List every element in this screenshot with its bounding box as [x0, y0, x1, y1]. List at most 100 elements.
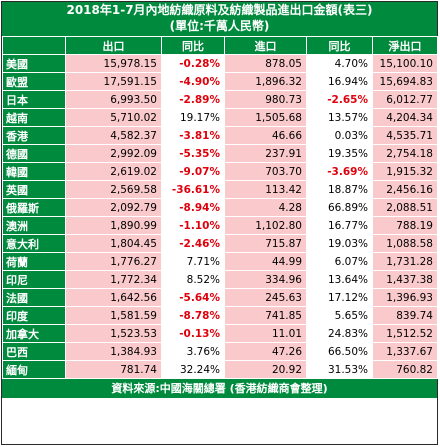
table-row: 荷蘭 1,776.27 7.71% 44.99 6.07% 1,731.28 — [2, 252, 438, 271]
country-label: 韓國 — [2, 162, 66, 181]
net-export-cell: 2,754.18 — [372, 144, 438, 163]
export-yoy-cell: 7.71% — [161, 252, 225, 271]
country-label: 英國 — [2, 180, 66, 199]
header-import-yoy: 同比 — [306, 36, 373, 55]
export-cell: 2,569.58 — [65, 180, 162, 199]
table-row: 德國 2,992.09 -5.35% 237.91 19.35% 2,754.18 — [2, 144, 438, 163]
import-yoy-cell: 24.83% — [306, 324, 373, 343]
import-cell: 1,505.68 — [224, 108, 307, 127]
export-cell: 1,384.93 — [65, 342, 162, 361]
export-cell: 781.74 — [65, 360, 162, 379]
table-row: 日本 6,993.50 -2.89% 980.73 -2.65% 6,012.77 — [2, 90, 438, 109]
export-yoy-cell: -5.35% — [161, 144, 225, 163]
import-cell: 741.85 — [224, 306, 307, 325]
import-yoy-cell: 0.03% — [306, 126, 373, 145]
import-yoy-cell: 66.50% — [306, 342, 373, 361]
import-cell: 44.99 — [224, 252, 307, 271]
import-yoy-cell: 6.07% — [306, 252, 373, 271]
import-cell: 878.05 — [224, 54, 307, 73]
export-cell: 2,992.09 — [65, 144, 162, 163]
import-yoy-cell: 66.89% — [306, 198, 373, 217]
table-title: 2018年1-7月內地紡織原料及紡織製品進出口金額(表三) — [2, 2, 437, 19]
country-label: 荷蘭 — [2, 252, 66, 271]
import-yoy-cell: -3.69% — [306, 162, 373, 181]
table-row: 韓國 2,619.02 -9.07% 703.70 -3.69% 1,915.32 — [2, 162, 438, 181]
country-label: 巴西 — [2, 342, 66, 361]
net-export-cell: 2,456.16 — [372, 180, 438, 199]
import-cell: 1,102.80 — [224, 216, 307, 235]
import-cell: 46.66 — [224, 126, 307, 145]
table-row: 歐盟 17,591.15 -4.90% 1,896.32 16.94% 15,694.83 — [2, 72, 438, 91]
country-label: 法國 — [2, 288, 66, 307]
header-export: 出口 — [65, 36, 162, 55]
net-export-cell: 1,088.58 — [372, 234, 438, 253]
net-export-cell: 1,437.38 — [372, 270, 438, 289]
table-row: 緬甸 781.74 32.24% 20.92 31.53% 760.82 — [2, 360, 438, 379]
export-cell: 2,092.79 — [65, 198, 162, 217]
net-export-cell: 1,915.32 — [372, 162, 438, 181]
export-cell: 2,619.02 — [65, 162, 162, 181]
table-row: 印度 1,581.59 -8.78% 741.85 5.65% 839.74 — [2, 306, 438, 325]
import-cell: 1,896.32 — [224, 72, 307, 91]
net-export-cell: 15,694.83 — [372, 72, 438, 91]
import-yoy-cell: 31.53% — [306, 360, 373, 379]
country-label: 印度 — [2, 306, 66, 325]
table-subtitle: (單位:千萬人民幣) — [2, 19, 437, 36]
import-cell: 703.70 — [224, 162, 307, 181]
export-cell: 17,591.15 — [65, 72, 162, 91]
export-yoy-cell: -1.10% — [161, 216, 225, 235]
export-yoy-cell: -2.89% — [161, 90, 225, 109]
table-row: 俄羅斯 2,092.79 -8.94% 4.28 66.89% 2,088.51 — [2, 198, 438, 217]
import-yoy-cell: 5.65% — [306, 306, 373, 325]
table-row: 印尼 1,772.34 8.52% 334.96 13.64% 1,437.38 — [2, 270, 438, 289]
import-yoy-cell: 13.57% — [306, 108, 373, 127]
export-yoy-cell: -0.13% — [161, 324, 225, 343]
export-yoy-cell: -8.94% — [161, 198, 225, 217]
table-row: 澳洲 1,890.99 -1.10% 1,102.80 16.77% 788.19 — [2, 216, 438, 235]
import-cell: 11.01 — [224, 324, 307, 343]
export-cell: 1,804.45 — [65, 234, 162, 253]
export-yoy-cell: -36.61% — [161, 180, 225, 199]
export-yoy-cell: 3.76% — [161, 342, 225, 361]
import-yoy-cell: 16.94% — [306, 72, 373, 91]
country-label: 德國 — [2, 144, 66, 163]
country-label: 緬甸 — [2, 360, 66, 379]
header-export-yoy: 同比 — [161, 36, 225, 55]
country-label: 美國 — [2, 54, 66, 73]
export-cell: 1,890.99 — [65, 216, 162, 235]
net-export-cell: 788.19 — [372, 216, 438, 235]
header-import: 進口 — [224, 36, 307, 55]
export-cell: 1,772.34 — [65, 270, 162, 289]
export-cell: 1,642.56 — [65, 288, 162, 307]
export-cell: 6,993.50 — [65, 90, 162, 109]
import-cell: 334.96 — [224, 270, 307, 289]
country-label: 日本 — [2, 90, 66, 109]
table-row: 加拿大 1,523.53 -0.13% 11.01 24.83% 1,512.52 — [2, 324, 438, 343]
net-export-cell: 760.82 — [372, 360, 438, 379]
export-cell: 1,523.53 — [65, 324, 162, 343]
net-export-cell: 4,204.34 — [372, 108, 438, 127]
table-body: 美國 15,978.15 -0.28% 878.05 4.70% 15,100.10 歐盟 1… — [2, 54, 438, 379]
import-cell: 715.87 — [224, 234, 307, 253]
export-yoy-cell: -4.90% — [161, 72, 225, 91]
table-row: 美國 15,978.15 -0.28% 878.05 4.70% 15,100.10 — [2, 54, 438, 73]
import-cell: 4.28 — [224, 198, 307, 217]
trade-table: 出口 同比 進口 同比 淨出口 美國 15,978.15 -0.28% 878.05 4… — [2, 36, 438, 379]
import-cell: 980.73 — [224, 90, 307, 109]
import-cell: 47.26 — [224, 342, 307, 361]
import-yoy-cell: 18.87% — [306, 180, 373, 199]
country-label: 澳洲 — [2, 216, 66, 235]
net-export-cell: 2,088.51 — [372, 198, 438, 217]
import-yoy-cell: 13.64% — [306, 270, 373, 289]
export-yoy-cell: -2.46% — [161, 234, 225, 253]
export-cell: 4,582.37 — [65, 126, 162, 145]
export-cell: 1,776.27 — [65, 252, 162, 271]
net-export-cell: 6,012.77 — [372, 90, 438, 109]
table-row: 巴西 1,384.93 3.76% 47.26 66.50% 1,337.67 — [2, 342, 438, 361]
country-label: 印尼 — [2, 270, 66, 289]
net-export-cell: 839.74 — [372, 306, 438, 325]
table-row: 英國 2,569.58 -36.61% 113.42 18.87% 2,456.16 — [2, 180, 438, 199]
export-yoy-cell: 32.24% — [161, 360, 225, 379]
header-net-export: 淨出口 — [372, 36, 438, 55]
